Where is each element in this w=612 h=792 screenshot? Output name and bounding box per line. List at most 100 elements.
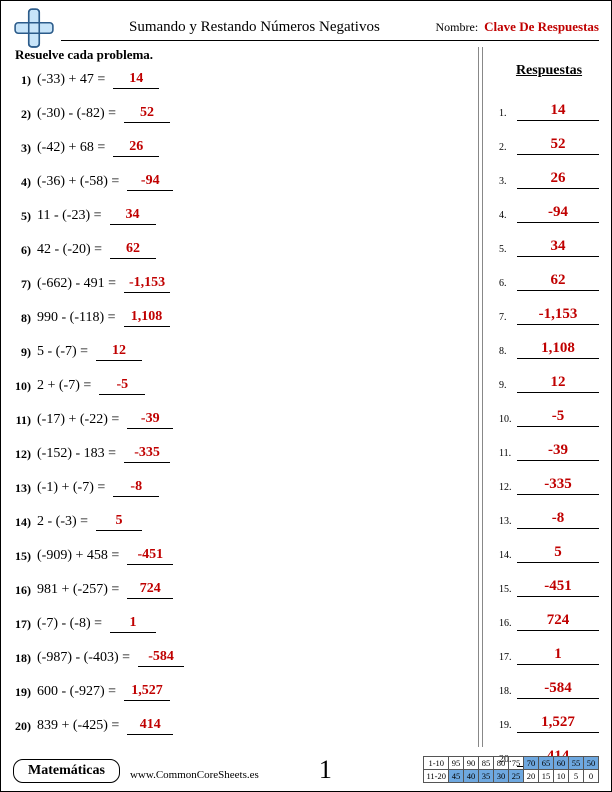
score-grid: 1-109590858075706560555011-2045403530252… xyxy=(423,756,599,783)
problem-row: 14)2 - (-3) =5 xyxy=(13,505,483,539)
problem-expression: 42 - (-20) = xyxy=(37,242,102,258)
problem-row: 3)(-42) + 68 =26 xyxy=(13,131,483,165)
footer: Matemáticas www.CommonCoreSheets.es 1 1-… xyxy=(13,751,599,787)
score-cell: 5 xyxy=(569,770,584,783)
answer-index: 14. xyxy=(499,550,517,563)
problem-row: 18)(-987) - (-403) =-584 xyxy=(13,641,483,675)
problem-answer: 52 xyxy=(124,105,170,123)
problem-expression: (-17) + (-22) = xyxy=(37,412,119,428)
answer-index: 1. xyxy=(499,108,517,121)
score-row-label: 1-10 xyxy=(424,757,449,770)
plus-logo-icon xyxy=(13,7,55,49)
answer-row: 18.-584 xyxy=(499,665,599,699)
answer-value: 5 xyxy=(517,544,599,563)
answer-value: 14 xyxy=(517,102,599,121)
answer-value: 1,108 xyxy=(517,340,599,359)
answer-value: -94 xyxy=(517,204,599,223)
problem-row: 1)(-33) + 47 =14 xyxy=(13,63,483,97)
answer-value: 1 xyxy=(517,646,599,665)
score-row-label: 11-20 xyxy=(424,770,449,783)
score-cell: 45 xyxy=(449,770,464,783)
problem-answer: 1 xyxy=(110,615,156,633)
footer-url: www.CommonCoreSheets.es xyxy=(130,769,259,781)
problem-answer: 62 xyxy=(110,241,156,259)
answers-column: Respuestas 1.142.523.264.-945.346.627.-1… xyxy=(489,63,599,747)
problem-expression: 2 + (-7) = xyxy=(37,378,91,394)
answer-row: 13.-8 xyxy=(499,495,599,529)
answer-row: 8.1,108 xyxy=(499,325,599,359)
problem-answer: 12 xyxy=(96,343,142,361)
score-cell: 40 xyxy=(464,770,479,783)
answer-value: -39 xyxy=(517,442,599,461)
answer-index: 11. xyxy=(499,448,517,461)
problem-answer: 34 xyxy=(110,207,156,225)
problem-number: 14) xyxy=(13,515,37,530)
score-cell: 65 xyxy=(539,757,554,770)
answer-index: 10. xyxy=(499,414,517,427)
score-cell: 55 xyxy=(569,757,584,770)
problem-number: 8) xyxy=(13,311,37,326)
answer-row: 12.-335 xyxy=(499,461,599,495)
name-label: Nombre: xyxy=(436,20,479,35)
score-cell: 90 xyxy=(464,757,479,770)
answer-value: 26 xyxy=(517,170,599,189)
problem-number: 20) xyxy=(13,719,37,734)
answer-row: 9.12 xyxy=(499,359,599,393)
answers-header: Respuestas xyxy=(499,63,599,79)
answer-row: 14.5 xyxy=(499,529,599,563)
problem-expression: (-36) + (-58) = xyxy=(37,174,119,190)
answer-value: 12 xyxy=(517,374,599,393)
content-area: 1)(-33) + 47 =142)(-30) - (-82) =523)(-4… xyxy=(13,63,599,747)
problem-answer: 414 xyxy=(127,717,173,735)
problem-number: 16) xyxy=(13,583,37,598)
problem-number: 10) xyxy=(13,379,37,394)
title-bar: Sumando y Restando Números Negativos Nom… xyxy=(61,19,599,41)
problem-answer: -94 xyxy=(127,173,173,191)
problem-number: 7) xyxy=(13,277,37,292)
answer-row: 1.14 xyxy=(499,87,599,121)
score-cell: 60 xyxy=(554,757,569,770)
problem-expression: (-7) - (-8) = xyxy=(37,616,102,632)
problem-number: 19) xyxy=(13,685,37,700)
answer-row: 17.1 xyxy=(499,631,599,665)
worksheet-title: Sumando y Restando Números Negativos xyxy=(61,19,380,36)
answer-value: -5 xyxy=(517,408,599,427)
problem-row: 11)(-17) + (-22) =-39 xyxy=(13,403,483,437)
score-cell: 30 xyxy=(494,770,509,783)
problem-number: 12) xyxy=(13,447,37,462)
problem-row: 7)(-662) - 491 =-1,153 xyxy=(13,267,483,301)
answer-value: 34 xyxy=(517,238,599,257)
score-cell: 70 xyxy=(524,757,539,770)
problem-row: 19)600 - (-927) =1,527 xyxy=(13,675,483,709)
answer-index: 6. xyxy=(499,278,517,291)
answer-row: 6.62 xyxy=(499,257,599,291)
answer-value: -451 xyxy=(517,578,599,597)
problem-row: 4)(-36) + (-58) =-94 xyxy=(13,165,483,199)
problem-row: 17)(-7) - (-8) =1 xyxy=(13,607,483,641)
problem-answer: 14 xyxy=(113,71,159,89)
answer-index: 13. xyxy=(499,516,517,529)
problem-expression: 11 - (-23) = xyxy=(37,208,102,224)
answer-row: 19.1,527 xyxy=(499,699,599,733)
answer-key-label: Clave De Respuestas xyxy=(484,19,599,35)
problem-answer: 724 xyxy=(127,581,173,599)
subject-badge: Matemáticas xyxy=(13,759,120,783)
problem-row: 10)2 + (-7) =-5 xyxy=(13,369,483,403)
score-cell: 15 xyxy=(539,770,554,783)
problem-number: 9) xyxy=(13,345,37,360)
problem-number: 2) xyxy=(13,107,37,122)
problem-row: 2)(-30) - (-82) =52 xyxy=(13,97,483,131)
answer-index: 18. xyxy=(499,686,517,699)
answer-row: 4.-94 xyxy=(499,189,599,223)
answer-index: 17. xyxy=(499,652,517,665)
problem-expression: (-33) + 47 = xyxy=(37,72,105,88)
problem-answer: 26 xyxy=(113,139,159,157)
answer-value: 52 xyxy=(517,136,599,155)
problem-expression: (-987) - (-403) = xyxy=(37,650,130,666)
problem-expression: (-909) + 458 = xyxy=(37,548,119,564)
problem-row: 5)11 - (-23) =34 xyxy=(13,199,483,233)
answer-index: 8. xyxy=(499,346,517,359)
score-cell: 20 xyxy=(524,770,539,783)
answer-row: 16.724 xyxy=(499,597,599,631)
answer-index: 2. xyxy=(499,142,517,155)
